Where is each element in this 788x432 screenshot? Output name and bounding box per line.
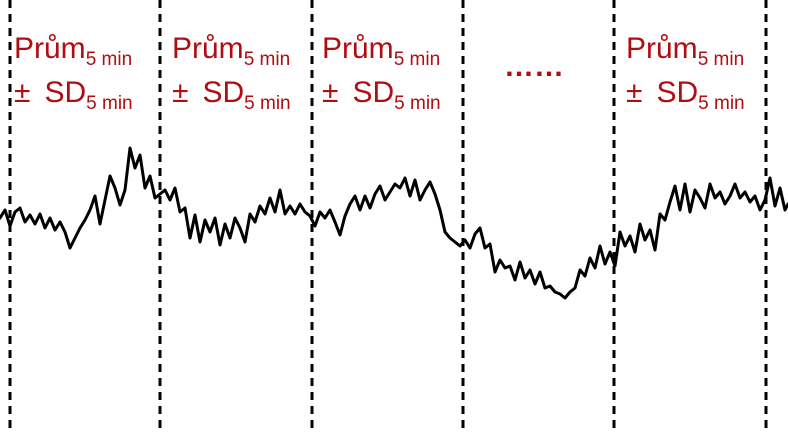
segment-1-stats: Prům5 min ± SD5 min (14, 34, 133, 122)
segment-3-sd: ± SD5 min (322, 76, 441, 114)
segment-3-mean: Prům5 min (322, 32, 441, 70)
segment-1-mean: Prům5 min (14, 32, 133, 70)
segment-3-stats: Prům5 min ± SD5 min (322, 34, 441, 122)
signal-trace (0, 146, 788, 300)
segment-4-mean: Prům5 min (626, 32, 745, 70)
ellipsis-more-segments: …… (504, 50, 564, 83)
segment-2-mean: Prům5 min (172, 32, 291, 70)
segment-4-sd: ± SD5 min (626, 76, 745, 114)
segment-4-stats: Prům5 min ± SD5 min (626, 34, 745, 122)
segment-1-sd: ± SD5 min (14, 76, 133, 114)
segment-2-sd: ± SD5 min (172, 76, 291, 114)
segment-2-stats: Prům5 min ± SD5 min (172, 34, 291, 122)
